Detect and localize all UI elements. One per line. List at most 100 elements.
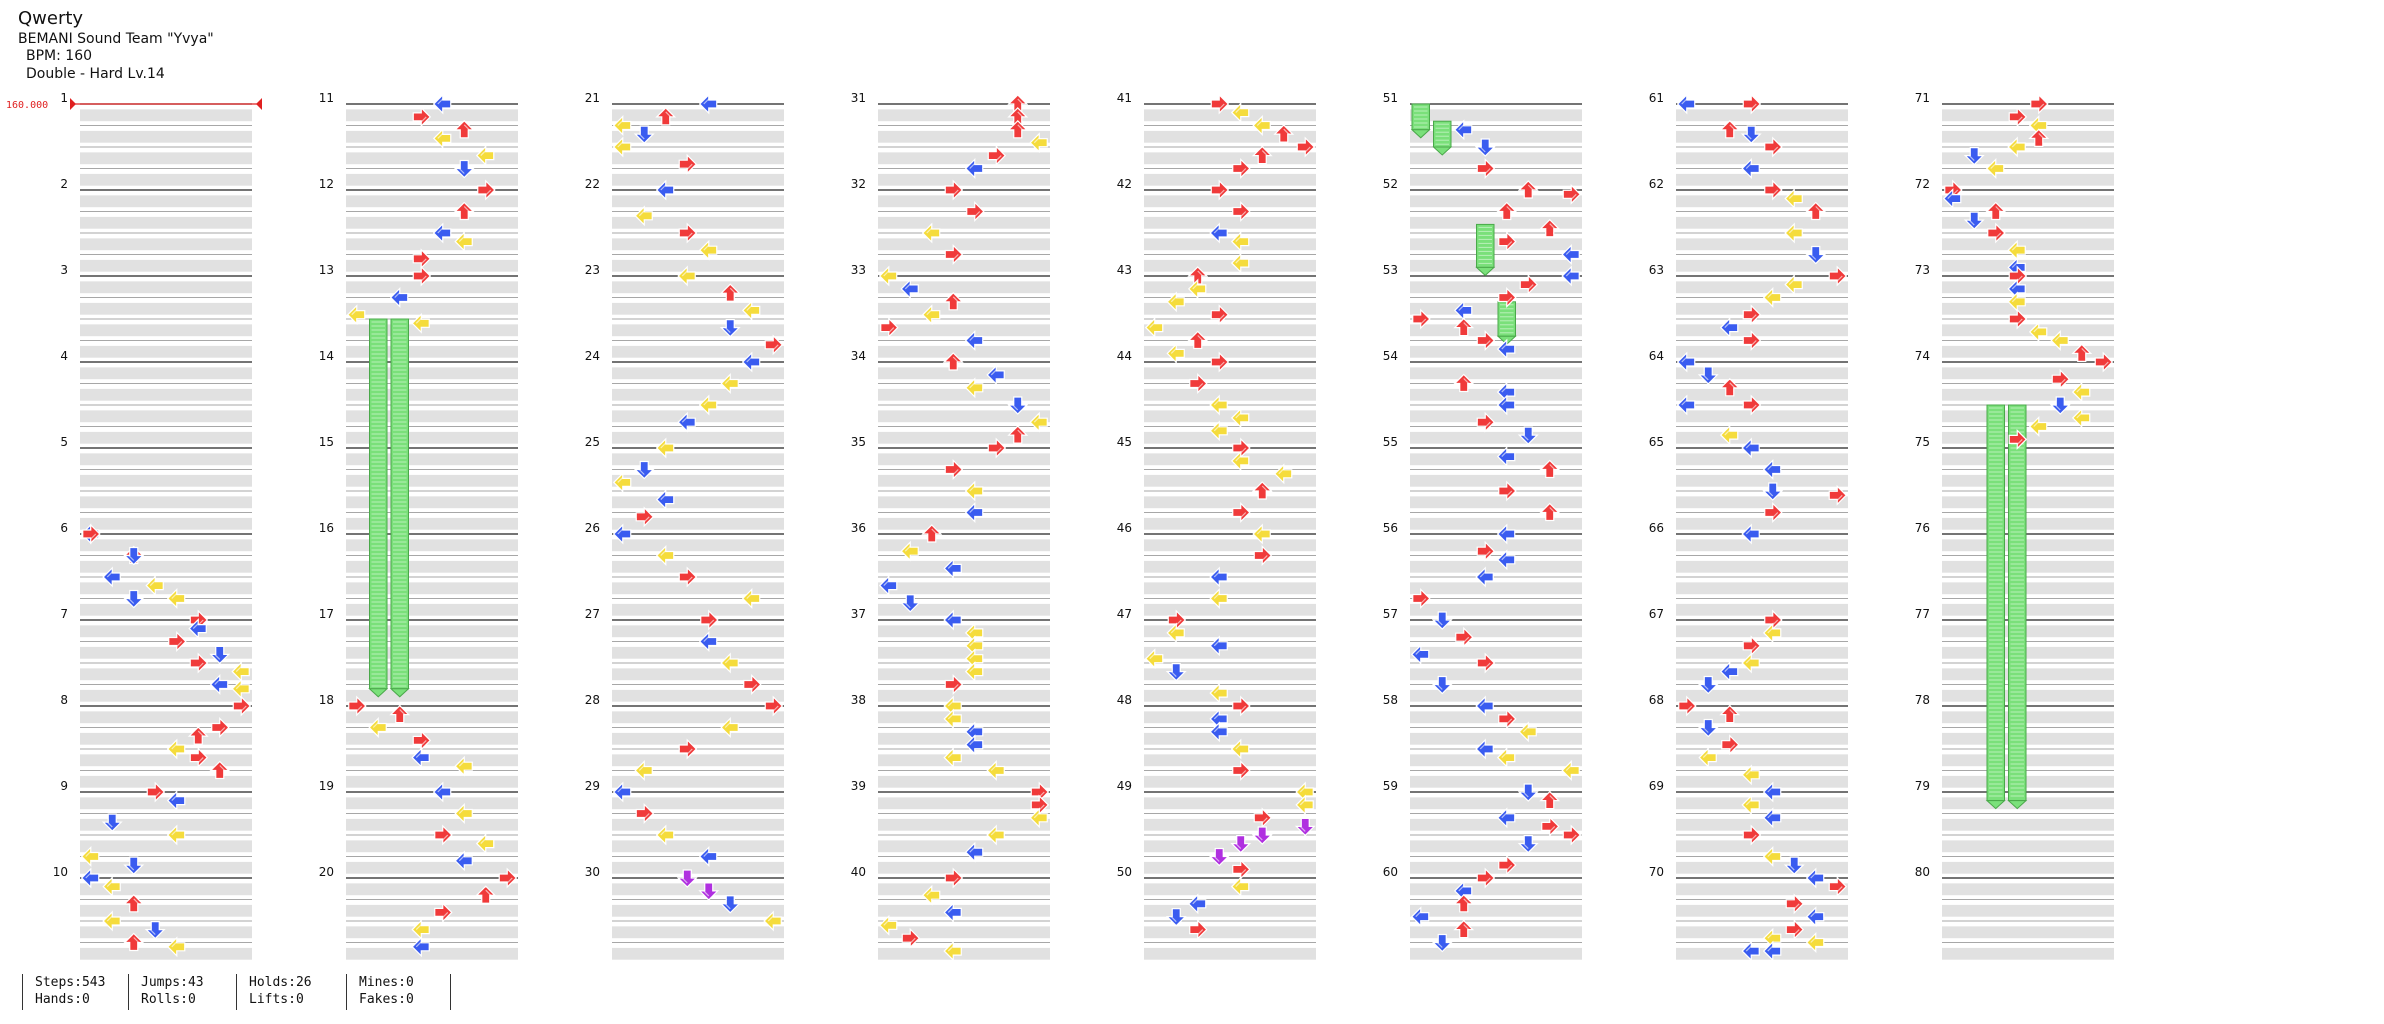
beat-band — [1410, 109, 1582, 122]
beat-band — [1942, 947, 2114, 960]
beat-band — [1942, 539, 2114, 552]
beat-band — [1410, 625, 1582, 638]
measure-number: 23 — [585, 263, 600, 277]
beat-band — [1942, 646, 2114, 659]
measure-69: 69 — [1649, 779, 1848, 874]
beat-band — [1144, 947, 1316, 960]
arrow-right-icon — [1828, 265, 1848, 287]
arrow-left-icon — [411, 936, 430, 958]
beat-band — [346, 646, 518, 659]
measure-number: 78 — [1915, 693, 1930, 707]
arrow-right-icon — [678, 222, 698, 244]
arrow-right-icon — [1476, 540, 1496, 562]
measure-77: 77 — [1915, 607, 2114, 702]
beat-band — [612, 345, 784, 358]
beat-band — [612, 603, 784, 616]
beat-band — [1942, 195, 2114, 208]
beat-band — [1942, 668, 2114, 681]
arrow-yellow-icon — [921, 222, 941, 244]
arrow-up-icon — [1453, 893, 1475, 913]
beat-band — [612, 732, 784, 745]
arrow-yellow-icon — [655, 545, 675, 566]
arrow-left-icon — [986, 364, 1005, 386]
arrow-down-icon — [1431, 675, 1453, 695]
measure-number: 73 — [1915, 263, 1930, 277]
measure-number: 79 — [1915, 779, 1930, 793]
beat-band — [1144, 324, 1316, 337]
beat-band — [346, 109, 518, 122]
beat-band — [1144, 668, 1316, 681]
arrow-right-icon — [1253, 807, 1273, 829]
arrow-left-icon — [964, 841, 984, 863]
beat-band — [80, 281, 252, 294]
beat-band — [80, 904, 252, 917]
measure-number: 42 — [1117, 177, 1132, 191]
hold-note — [1410, 103, 1431, 139]
beat-band — [878, 840, 1050, 853]
measure-number: 20 — [319, 865, 334, 879]
hold-note — [2007, 404, 2028, 810]
beat-band — [1676, 840, 1848, 853]
arrow-yellow-icon — [986, 824, 1005, 846]
beat-band — [80, 109, 252, 122]
beat-band — [1410, 711, 1582, 724]
arrow-right-icon — [944, 179, 964, 201]
arrow-left-icon — [432, 93, 452, 115]
measure-number: 4 — [60, 349, 68, 363]
stat-bottom: Lifts:0 — [249, 992, 304, 1007]
beat-band — [1676, 453, 1848, 466]
arrow-left-icon — [166, 790, 186, 812]
beat-band — [80, 754, 252, 767]
beat-band — [80, 711, 252, 724]
measure-number: 46 — [1117, 521, 1132, 535]
arrow-right-icon — [2008, 428, 2028, 450]
arrow-up-icon — [1007, 425, 1029, 444]
beat-band — [1144, 732, 1316, 745]
arrow-yellow-icon — [943, 747, 962, 769]
beat-band — [346, 388, 518, 401]
measure-number: 29 — [585, 779, 600, 793]
arrow-right-icon — [1541, 815, 1560, 837]
beat-band — [1942, 560, 2114, 573]
beat-band — [1942, 926, 2114, 939]
beat-band — [612, 582, 784, 595]
beat-band — [612, 109, 784, 122]
beat-band — [1676, 345, 1848, 358]
arrow-right-icon — [1742, 394, 1762, 416]
measure-44: 44 — [1117, 349, 1316, 444]
arrow-yellow-icon — [166, 936, 186, 958]
arrow-yellow-icon — [166, 824, 186, 846]
beat-band — [878, 754, 1050, 767]
measure-number: 65 — [1649, 435, 1664, 449]
arrow-down-icon — [1697, 718, 1719, 738]
beat-band — [1942, 517, 2114, 530]
arrow-up-icon — [942, 352, 964, 371]
beat-band — [346, 474, 518, 487]
arrow-left-icon — [1676, 394, 1696, 416]
measure-3: 3 — [60, 263, 252, 358]
beat-band — [1410, 216, 1582, 229]
beat-band — [1676, 818, 1848, 831]
beat-band — [1410, 281, 1582, 294]
beat-band — [612, 130, 784, 143]
beat-band — [346, 926, 518, 939]
arrow-left-icon — [1496, 807, 1516, 829]
measure-1: 1 — [60, 91, 252, 186]
arrow-yellow-icon — [166, 738, 186, 760]
beat-band — [80, 259, 252, 272]
beat-band — [80, 926, 252, 939]
beat-band — [1942, 840, 2114, 853]
arrow-right-icon — [1764, 179, 1783, 201]
beat-band — [1144, 216, 1316, 229]
beat-band — [1144, 797, 1316, 810]
arrow-yellow-icon — [1762, 622, 1782, 644]
arrow-yellow-icon — [741, 299, 761, 321]
arrow-down-icon — [123, 546, 145, 566]
arrow-yellow-icon — [1144, 648, 1164, 670]
measure-number: 3 — [60, 263, 68, 277]
measure-number: 5 — [60, 435, 68, 449]
measure-number: 69 — [1649, 779, 1664, 793]
arrow-right-icon — [1253, 545, 1273, 566]
beat-band — [346, 216, 518, 229]
arrow-yellow-icon — [454, 803, 473, 824]
